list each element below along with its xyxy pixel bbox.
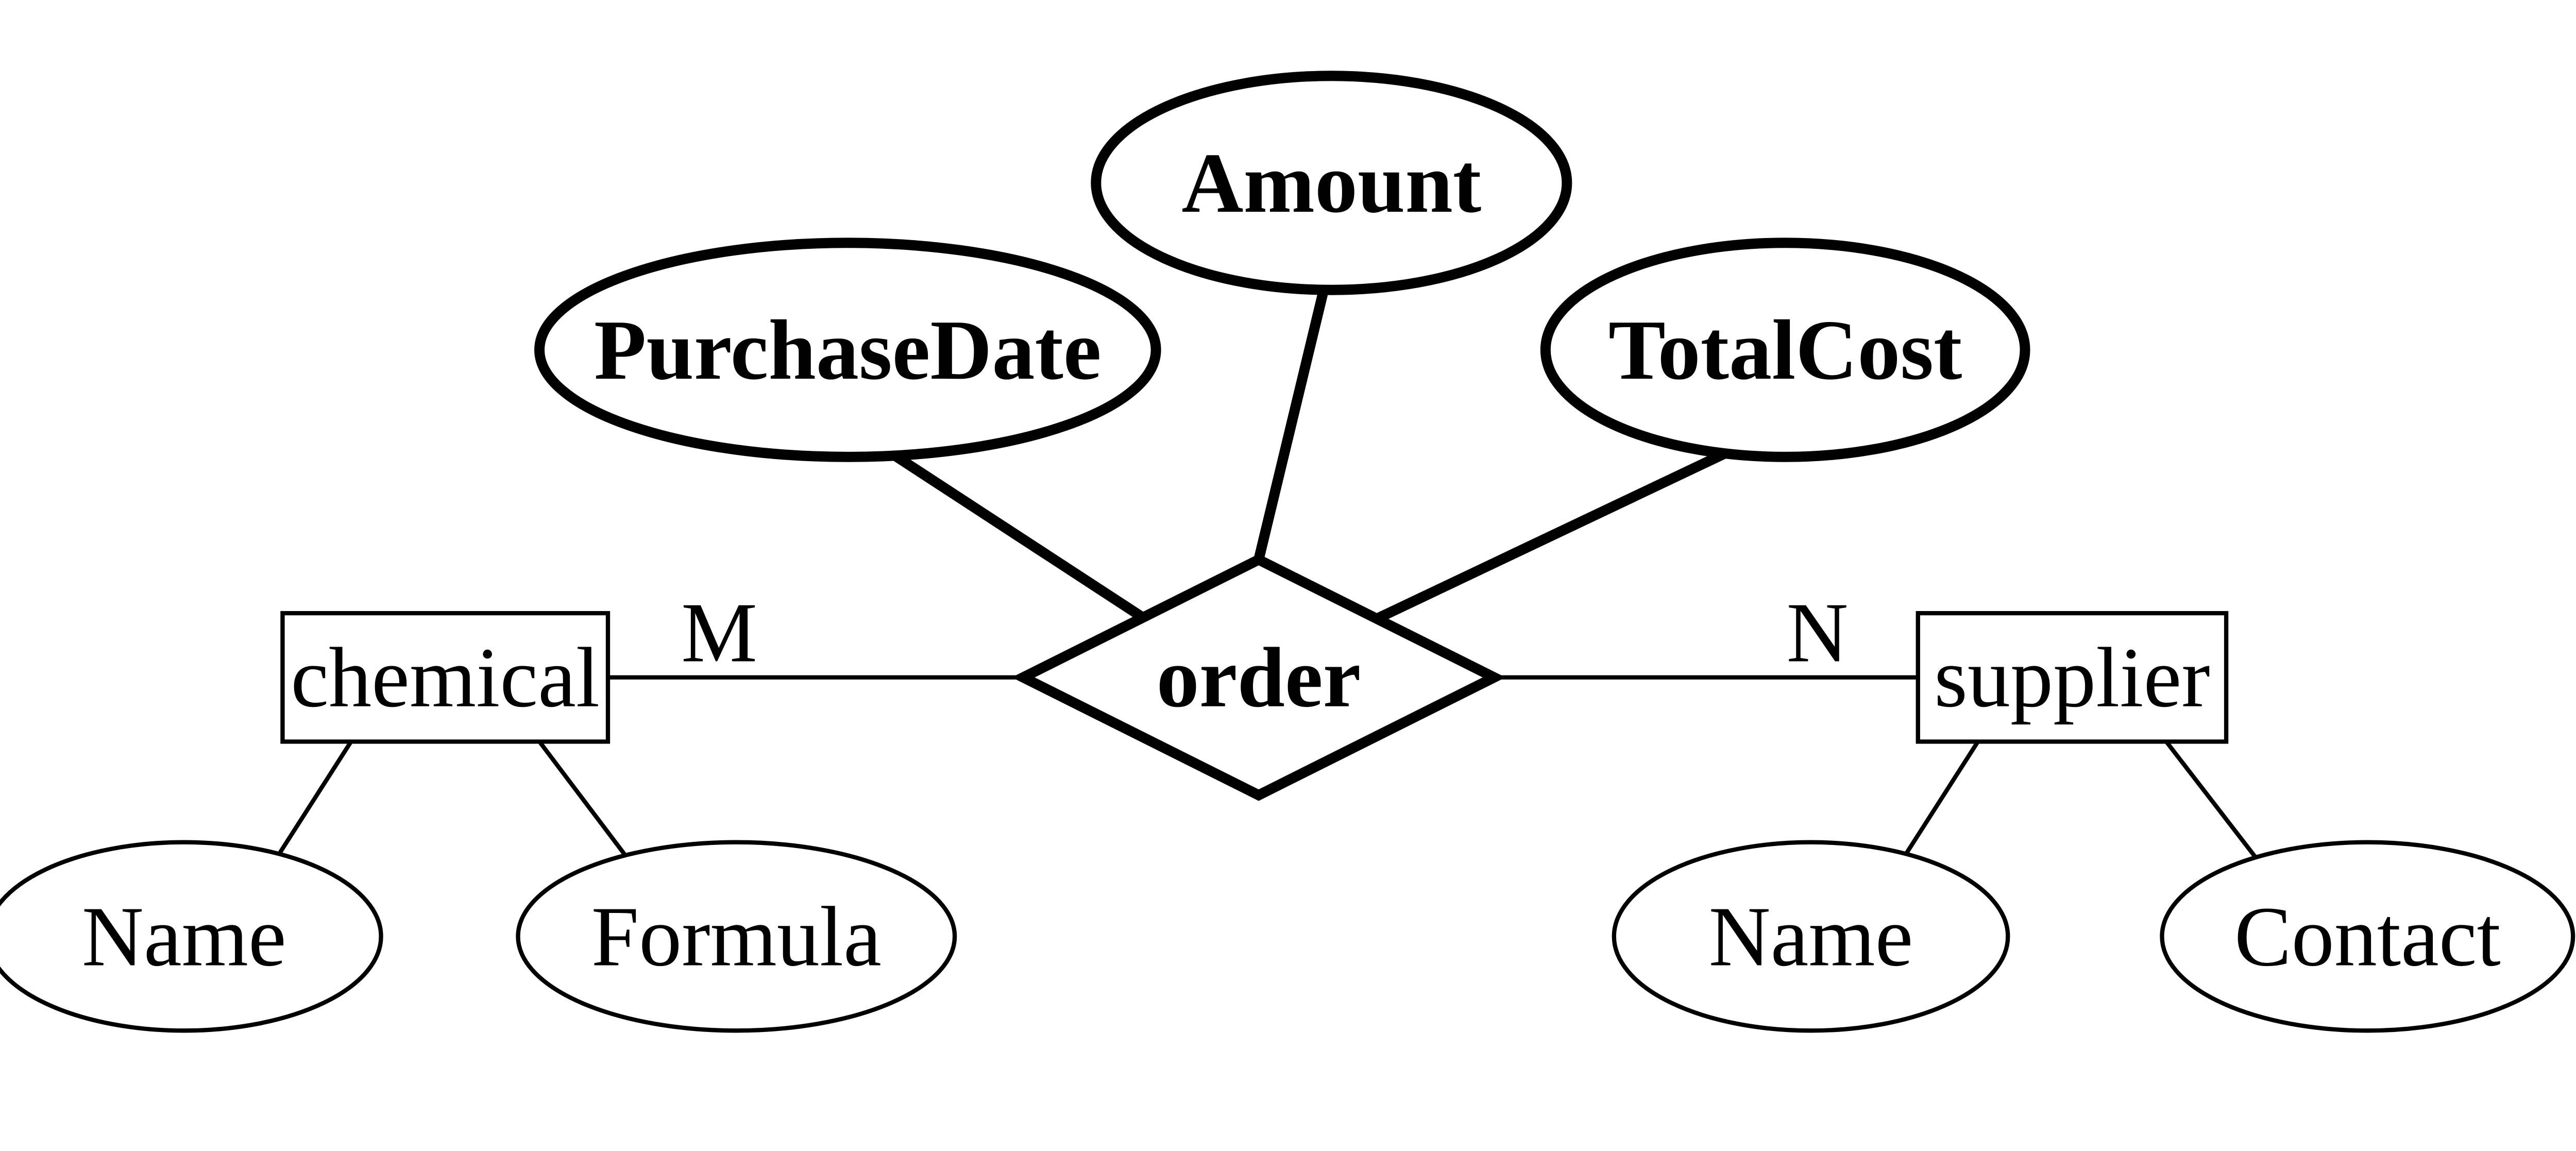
attribute-label-purchasedate: PurchaseDate <box>594 302 1101 397</box>
attribute-label-supplier_name: Name <box>1709 889 1913 984</box>
relationship-label-order: order <box>1157 630 1361 725</box>
er-diagram-container: order chemical supplier PurchaseDate Amount T… <box>0 0 2576 1151</box>
attribute-label-contact: Contact <box>2234 889 2501 984</box>
entity-label-supplier: supplier <box>1934 630 2210 725</box>
er-diagram-svg: order chemical supplier PurchaseDate Amount T… <box>0 0 2576 1151</box>
attribute-label-chemical_name: Name <box>82 889 286 984</box>
attribute-label-formula: Formula <box>591 889 882 984</box>
attribute-label-amount: Amount <box>1181 136 1481 230</box>
entity-label-chemical: chemical <box>291 630 600 725</box>
cardinality-order-supplier: N <box>1786 585 1848 680</box>
cardinality-chemical-order: M <box>681 585 757 680</box>
attribute-label-totalcost: TotalCost <box>1608 302 1962 397</box>
